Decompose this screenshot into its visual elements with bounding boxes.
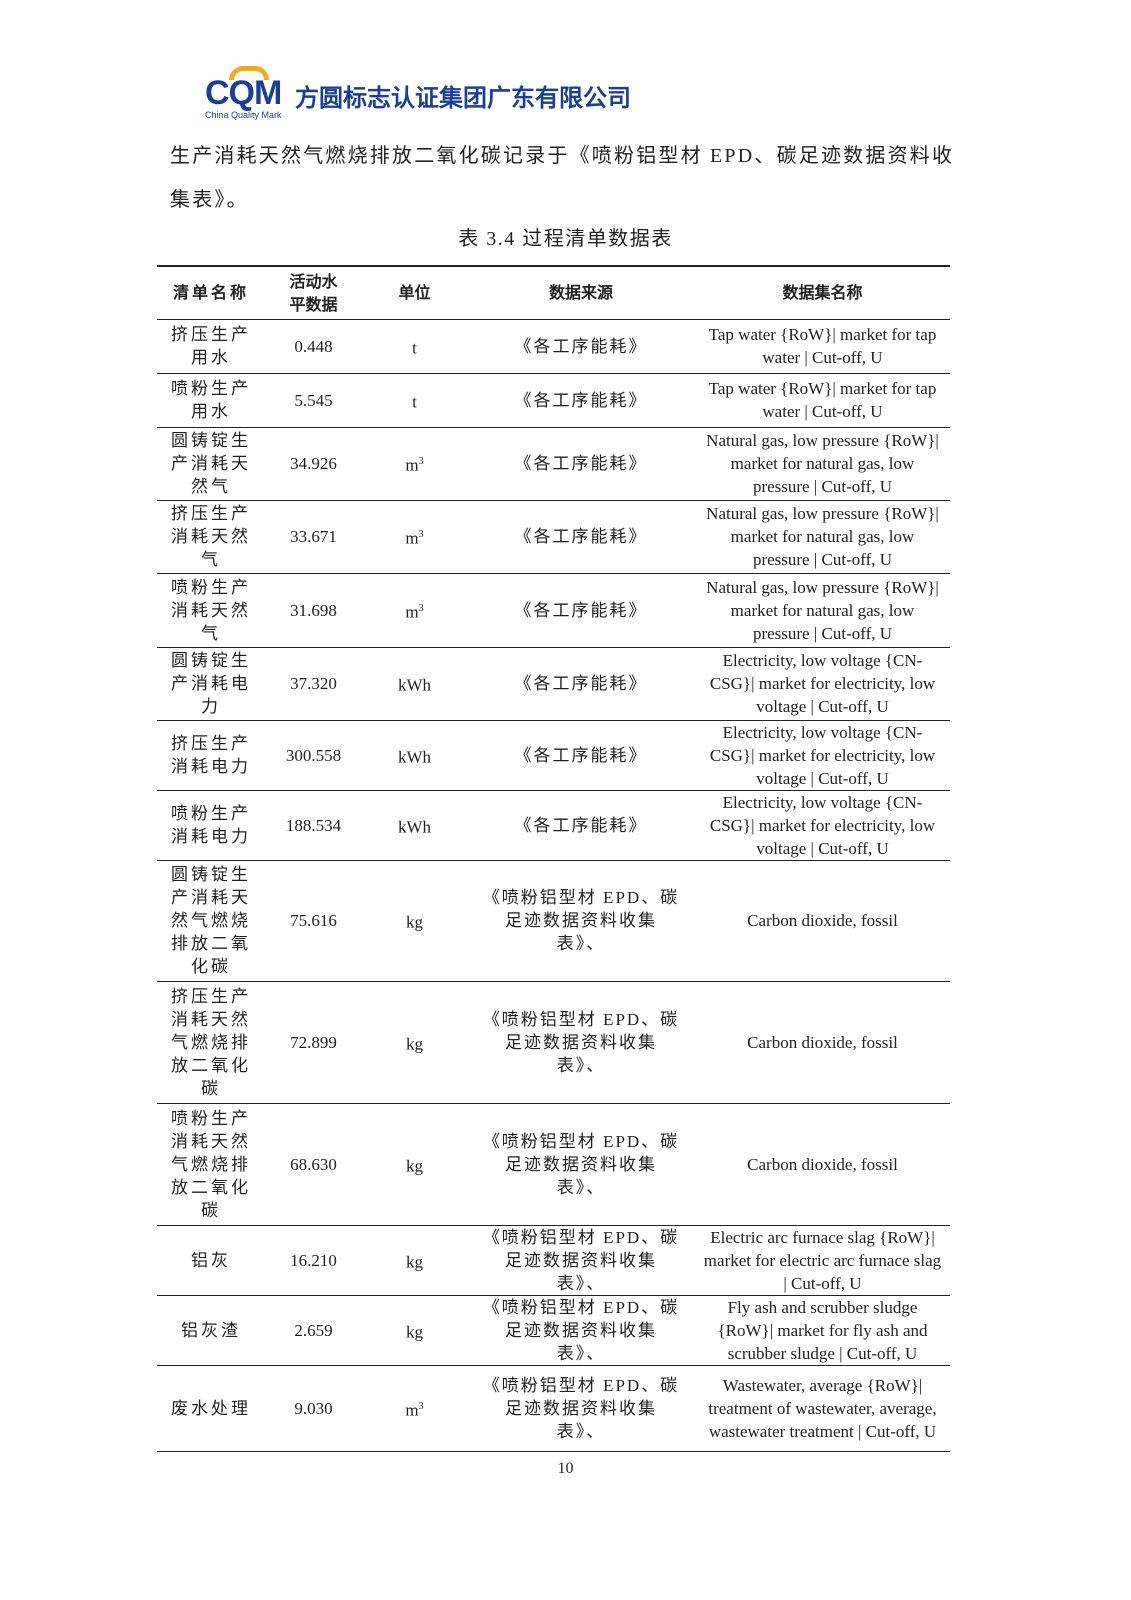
unit-cell: kg xyxy=(406,1252,423,1272)
value-cell: 0.448 xyxy=(294,336,333,356)
unit-cell: kg xyxy=(406,1322,423,1342)
item-name-cell: 铝灰 xyxy=(191,1250,231,1270)
value-cell: 31.698 xyxy=(290,600,337,620)
source-cell: 《喷粉铝型材 EPD、碳足迹数据资料收集表》、 xyxy=(482,1131,680,1197)
value-cell: 33.671 xyxy=(290,527,337,546)
header-cell: 单位 xyxy=(398,283,431,303)
item-name-cell: 喷粉生产消耗电力 xyxy=(171,804,251,846)
table-row: 挤压生产消耗天然气 33.671 m3 《各工序能耗》 Natural gas, low… xyxy=(157,500,950,573)
header-cell: 清单名称 xyxy=(172,283,249,303)
item-name-cell: 挤压生产消耗天然气燃烧排放二氧化碳 xyxy=(171,986,251,1098)
item-name-cell: 喷粉生产消耗天然气 xyxy=(171,577,251,643)
source-cell: 《各工序能耗》 xyxy=(514,527,648,546)
header-cell: 活动水平数据 xyxy=(289,271,338,314)
logo-arc xyxy=(229,66,269,80)
table-row: 圆铸锭生产消耗天然气 34.926 m3 《各工序能耗》 Natural gas, lo… xyxy=(157,427,950,500)
value-cell: 300.558 xyxy=(285,745,342,765)
table-row: 圆铸锭生产消耗天然气燃烧排放二氧化碳 75.616 kg 《喷粉铝型材 EPD、碳足迹… xyxy=(157,860,950,981)
item-name-cell: 圆铸锭生产消耗电力 xyxy=(171,651,251,716)
page-number: 10 xyxy=(557,1460,574,1477)
item-name-cell: 喷粉生产消耗天然气燃烧排放二氧化碳 xyxy=(171,1108,251,1220)
dataset-cell: Tap water {RoW}| market for tap water | … xyxy=(708,325,937,367)
value-cell: 75.616 xyxy=(290,911,337,930)
unit-cell: t xyxy=(412,392,417,412)
unit-cell: m3 xyxy=(405,455,424,475)
source-cell: 《各工序能耗》 xyxy=(514,336,648,356)
source-cell: 《喷粉铝型材 EPD、碳足迹数据资料收集表》、 xyxy=(482,1297,680,1363)
item-name-cell: 挤压生产消耗天然气 xyxy=(171,504,251,569)
table-row: 铝灰 16.210 kg 《喷粉铝型材 EPD、碳足迹数据资料收集表》、 Electri… xyxy=(157,1225,950,1295)
value-cell: 37.320 xyxy=(290,674,337,693)
value-cell: 9.030 xyxy=(294,1398,333,1418)
logo-mark: CQM xyxy=(205,74,282,112)
table-row: 挤压生产消耗天然气燃烧排放二氧化碳 72.899 kg 《喷粉铝型材 EPD、碳足迹数… xyxy=(157,981,950,1103)
header-cell: 数据集名称 xyxy=(782,283,863,303)
unit-cell: kWh xyxy=(397,675,432,695)
item-name-cell: 挤压生产用水 xyxy=(171,325,251,367)
company-name: 方圆标志认证集团广东有限公司 xyxy=(295,84,631,112)
dataset-cell: Electric arc furnace slag {RoW}| market … xyxy=(703,1227,942,1293)
source-cell: 《各工序能耗》 xyxy=(514,815,648,835)
unit-cell: t xyxy=(412,338,417,358)
unit-cell: m3 xyxy=(405,602,424,622)
header-cell: 数据来源 xyxy=(548,283,613,303)
unit-cell: kWh xyxy=(397,747,432,767)
source-cell: 《喷粉铝型材 EPD、碳足迹数据资料收集表》、 xyxy=(482,1227,680,1293)
source-cell: 《喷粉铝型材 EPD、碳足迹数据资料收集表》、 xyxy=(482,888,680,953)
dataset-cell: Carbon dioxide, fossil xyxy=(747,911,898,930)
unit-cell: m3 xyxy=(405,1400,424,1420)
dataset-cell: Natural gas, low pressure {RoW}| market … xyxy=(706,577,939,643)
unit-cell: kg xyxy=(406,1034,423,1054)
dataset-cell: Natural gas, low pressure {RoW}| market … xyxy=(706,431,939,496)
source-cell: 《各工序能耗》 xyxy=(514,600,648,620)
value-cell: 188.534 xyxy=(285,815,342,835)
table-row: 喷粉生产消耗天然气燃烧排放二氧化碳 68.630 kg 《喷粉铝型材 EPD、碳足迹数… xyxy=(157,1103,950,1225)
source-cell: 《各工序能耗》 xyxy=(514,674,648,693)
body-paragraph: 生产消耗天然气燃烧排放二氧化碳记录于《喷粉铝型材 EPD、碳足迹数据资料收集表》… xyxy=(170,145,955,211)
value-cell: 72.899 xyxy=(290,1032,337,1052)
table-row: 挤压生产消耗电力 300.558 kWh 《各工序能耗》 Electricity, lo… xyxy=(157,720,950,790)
value-cell: 34.926 xyxy=(290,454,337,473)
item-name-cell: 圆铸锭生产消耗天然气燃烧排放二氧化碳 xyxy=(171,865,251,976)
unit-cell: m3 xyxy=(405,528,424,548)
value-cell: 68.630 xyxy=(290,1154,337,1174)
logo-subtitle: China Quality Mark xyxy=(205,110,282,120)
table-row: 圆铸锭生产消耗电力 37.320 kWh 《各工序能耗》 Electricity, lo… xyxy=(157,647,950,720)
table-row: 铝灰渣 2.659 kg 《喷粉铝型材 EPD、碳足迹数据资料收集表》、 Fly ash… xyxy=(157,1295,950,1365)
dataset-cell: Carbon dioxide, fossil xyxy=(747,1032,898,1052)
table-row: 废水处理 9.030 m3 《喷粉铝型材 EPD、碳足迹数据资料收集表》、 Wastew… xyxy=(157,1365,950,1451)
dataset-cell: Tap water {RoW}| market for tap water | … xyxy=(708,379,937,421)
source-cell: 《喷粉铝型材 EPD、碳足迹数据资料收集表》、 xyxy=(482,1009,680,1075)
unit-cell: kg xyxy=(406,912,423,932)
source-cell: 《各工序能耗》 xyxy=(514,454,648,473)
table-row: 喷粉生产消耗天然气 31.698 m3 《各工序能耗》 Natural gas, low… xyxy=(157,573,950,647)
value-cell: 5.545 xyxy=(294,390,333,410)
value-cell: 16.210 xyxy=(290,1250,337,1270)
value-cell: 2.659 xyxy=(294,1320,333,1340)
table-header-row: 清单名称 活动水平数据 单位 数据来源 数据集名称 xyxy=(157,266,950,319)
item-name-cell: 铝灰渣 xyxy=(181,1320,241,1340)
unit-cell: kg xyxy=(406,1156,423,1176)
table-row: 喷粉生产用水 5.545 t 《各工序能耗》 Tap water {RoW}| mark… xyxy=(157,373,950,427)
source-cell: 《各工序能耗》 xyxy=(514,390,648,410)
dataset-cell: Carbon dioxide, fossil xyxy=(747,1154,898,1174)
process-inventory-table: 清单名称 活动水平数据 单位 数据来源 数据集名称 挤压生产用水 0.448 t 《各… xyxy=(157,265,950,1452)
table-row: 喷粉生产消耗电力 188.534 kWh 《各工序能耗》 Electricity, lo… xyxy=(157,790,950,860)
dataset-cell: Electricity, low voltage {CN-CSG}| marke… xyxy=(709,651,936,716)
dataset-cell: Electricity, low voltage {CN-CSG}| marke… xyxy=(709,722,936,788)
dataset-cell: Electricity, low voltage {CN-CSG}| marke… xyxy=(709,792,936,858)
dataset-cell: Fly ash and scrubber sludge {RoW}| marke… xyxy=(717,1297,928,1363)
unit-cell: kWh xyxy=(397,817,432,837)
item-name-cell: 废水处理 xyxy=(171,1398,251,1418)
item-name-cell: 挤压生产消耗电力 xyxy=(171,734,251,776)
table-caption: 表 3.4 过程清单数据表 xyxy=(458,228,673,250)
source-cell: 《喷粉铝型材 EPD、碳足迹数据资料收集表》、 xyxy=(482,1375,680,1441)
dataset-cell: Wastewater, average {RoW}| treatment of … xyxy=(708,1375,937,1441)
item-name-cell: 圆铸锭生产消耗天然气 xyxy=(171,431,251,496)
source-cell: 《各工序能耗》 xyxy=(514,745,648,765)
dataset-cell: Natural gas, low pressure {RoW}| market … xyxy=(706,504,939,569)
item-name-cell: 喷粉生产用水 xyxy=(171,379,251,421)
table-row: 挤压生产用水 0.448 t 《各工序能耗》 Tap water {RoW}| mark… xyxy=(157,319,950,373)
